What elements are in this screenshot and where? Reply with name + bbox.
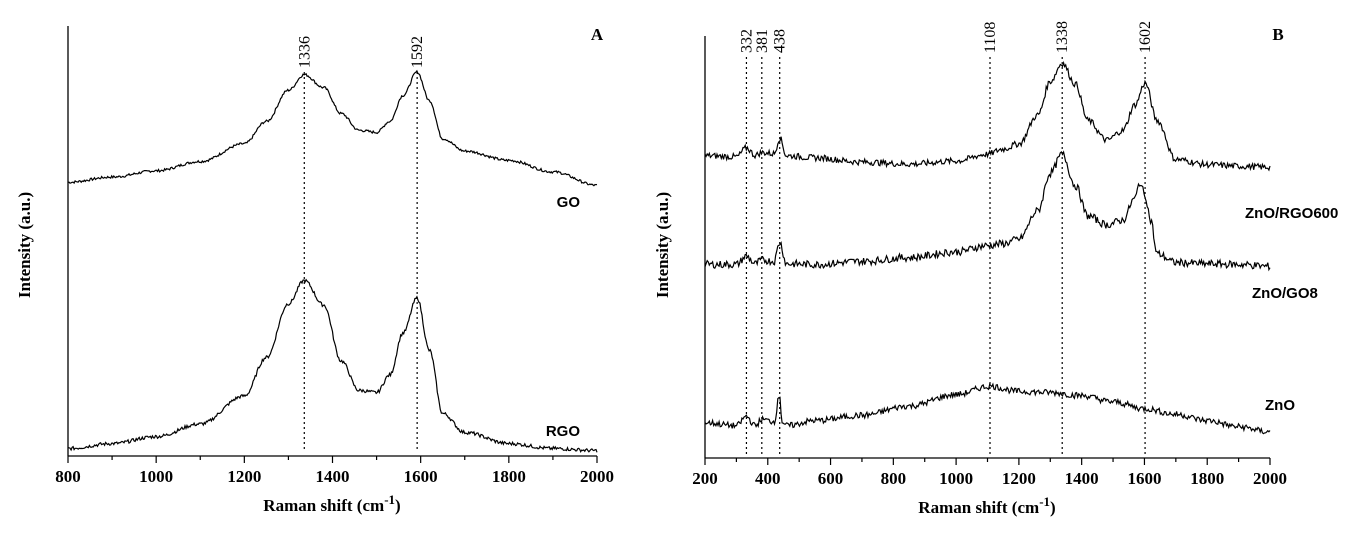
y-axis-title: Intensity (a.u.) (15, 192, 34, 298)
series-line (704, 150, 1271, 272)
peak-label: 1336 (296, 36, 313, 68)
series-label: ZnO (1265, 397, 1295, 414)
peak-label: 1592 (409, 36, 426, 68)
x-tick-label: 1800 (492, 467, 526, 486)
series-line (67, 278, 598, 454)
peak-label: 1338 (1054, 21, 1071, 53)
series-line (67, 69, 598, 187)
series-line (704, 382, 1271, 435)
panel-A: 800 1000 1200 1400 1600 1800 2000 Raman shift (… (15, 25, 614, 515)
x-axis-title: Raman shift (cm-1) (918, 494, 1055, 517)
series-label: ZnO/RGO600 (1245, 205, 1338, 222)
x-tick-label: 1000 (939, 469, 973, 488)
x-tick-label: 800 (55, 467, 81, 486)
x-tick-label: 1200 (227, 467, 261, 486)
x-tick-label: 600 (818, 469, 844, 488)
x-tick-label: 1600 (404, 467, 438, 486)
panel-letter: B (1272, 25, 1283, 44)
x-tick-label: 1200 (1002, 469, 1036, 488)
series-label: RGO (546, 423, 581, 440)
x-tick-label: 1600 (1127, 469, 1161, 488)
x-tick-label: 1400 (1065, 469, 1099, 488)
series-label: GO (557, 194, 581, 211)
y-axis-title: Intensity (a.u.) (653, 192, 672, 298)
x-tick-label: 400 (755, 469, 781, 488)
peak-label: 332 (738, 29, 755, 53)
panel-B: 200 400 600 800 1000 1200 1400 1600 1800 2000 Rama… (653, 21, 1338, 517)
x-tick-label: 800 (881, 469, 907, 488)
x-tick-label: 2000 (1253, 469, 1287, 488)
peak-label: 1602 (1137, 21, 1154, 53)
series-label: ZnO/GO8 (1252, 285, 1318, 302)
peak-label: 438 (772, 29, 789, 53)
series-line (704, 60, 1271, 172)
x-tick-label: 1400 (316, 467, 350, 486)
x-tick-label: 1000 (139, 467, 173, 486)
peak-label: 381 (754, 29, 771, 53)
x-axis-title: Raman shift (cm-1) (263, 492, 400, 515)
panel-letter: A (591, 25, 604, 44)
x-tick-label: 1800 (1190, 469, 1224, 488)
x-tick-label: 2000 (580, 467, 614, 486)
x-tick-label: 200 (692, 469, 718, 488)
peak-label: 1108 (982, 22, 999, 53)
